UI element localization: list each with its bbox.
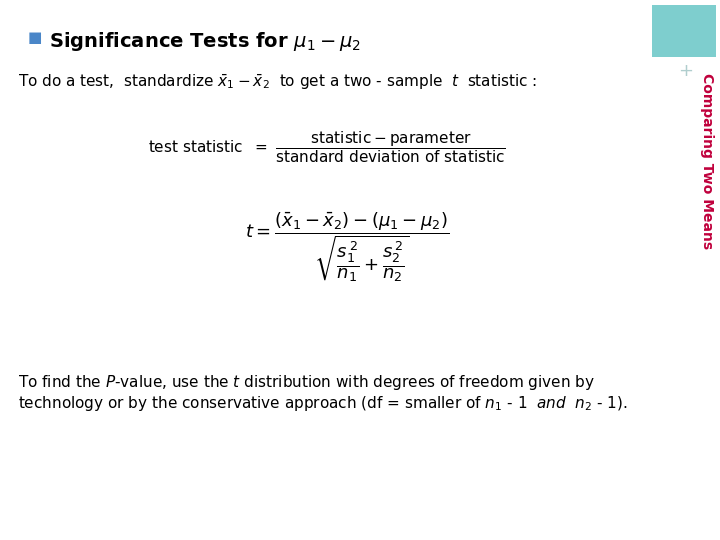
Text: To do a test,  standardize $\bar{x}_1 - \bar{x}_2$  to get a two - sample  $t$  : To do a test, standardize $\bar{x}_1 - \… — [18, 73, 537, 92]
Text: Comparing Two Means: Comparing Two Means — [700, 73, 714, 249]
Text: ■: ■ — [27, 30, 42, 45]
Text: test statistic  $=\ \dfrac{\mathrm{statistic} - \mathrm{parameter}}{\mathrm{stan: test statistic $=\ \dfrac{\mathrm{statis… — [148, 130, 505, 165]
Text: Significance Tests for $\mu_1 - \mu_2$: Significance Tests for $\mu_1 - \mu_2$ — [49, 30, 361, 53]
Text: +: + — [678, 62, 693, 80]
Text: $t = \dfrac{(\bar{x}_1 - \bar{x}_2) - (\mu_1 - \mu_2)}{\sqrt{\dfrac{s_1^{\,2}}{n: $t = \dfrac{(\bar{x}_1 - \bar{x}_2) - (\… — [245, 211, 449, 284]
Text: To find the $P$-value, use the $t$ distribution with degrees of freedom given by: To find the $P$-value, use the $t$ distr… — [18, 373, 595, 392]
Text: technology or by the conservative approach (df = smaller of $n_1$ - 1  $\mathit{: technology or by the conservative approa… — [18, 394, 628, 413]
